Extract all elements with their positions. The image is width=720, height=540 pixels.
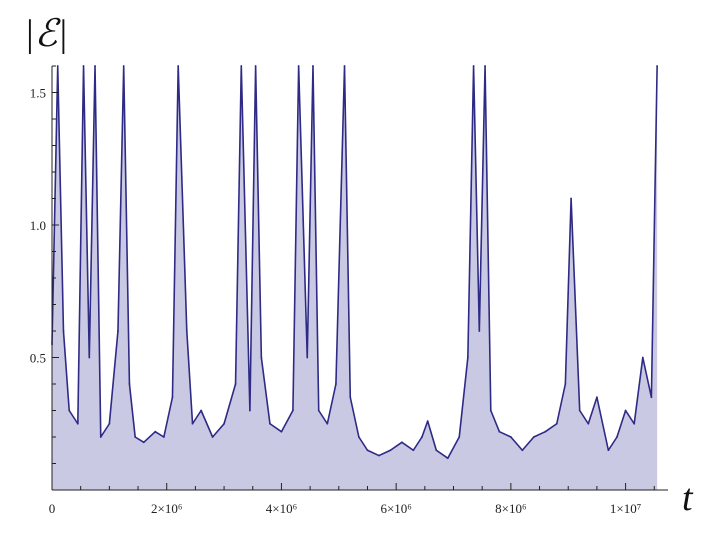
x-tick-label: 8×10⁶ — [495, 501, 526, 516]
data-point — [142, 441, 145, 444]
data-point — [555, 422, 558, 425]
data-point — [200, 409, 203, 412]
data-point — [484, 65, 486, 67]
data-point — [108, 422, 111, 425]
data-point — [335, 383, 337, 385]
series-0-line — [51, 65, 658, 460]
data-point — [162, 436, 165, 438]
data-point — [312, 65, 314, 67]
data-point — [117, 330, 119, 332]
data-point — [211, 436, 214, 438]
data-point — [260, 356, 263, 359]
data-point — [88, 356, 91, 359]
data-point — [412, 449, 415, 452]
data-point — [472, 65, 475, 67]
data-point — [191, 422, 194, 425]
data-point — [435, 449, 438, 452]
data-point — [570, 197, 572, 200]
data-point — [306, 356, 309, 359]
data-point — [489, 409, 492, 412]
data-point — [458, 436, 461, 438]
data-point — [326, 422, 329, 425]
data-point — [171, 396, 174, 399]
data-point — [94, 65, 96, 67]
data-point — [292, 409, 294, 412]
data-point — [343, 65, 346, 67]
x-tick-label: 2×10⁶ — [151, 501, 182, 516]
data-point — [99, 436, 102, 438]
data-point — [56, 65, 59, 67]
data-point — [378, 454, 380, 457]
data-point — [349, 396, 352, 399]
data-point — [68, 409, 71, 412]
data-point — [564, 383, 567, 385]
data-point — [587, 422, 590, 425]
x-tick-label: 1×10⁷ — [610, 501, 641, 516]
data-point — [297, 65, 300, 67]
y-axis-title: |ℰ| — [24, 13, 68, 55]
data-point — [633, 422, 636, 425]
data-point — [446, 457, 449, 460]
series-layer — [51, 65, 659, 490]
data-point — [532, 436, 535, 438]
labels-layer: 0 2×10⁶ 4×10⁶ 6×10⁶ 8×10⁶ 1×10⁷ 0.5 1.0 1.5 — [30, 86, 642, 517]
data-point — [62, 330, 65, 332]
data-point — [578, 409, 581, 412]
data-point — [624, 409, 627, 412]
data-point — [234, 383, 237, 385]
y-tick-label: 0.5 — [30, 351, 46, 366]
data-point — [82, 65, 85, 67]
data-point — [366, 449, 369, 452]
data-point — [509, 436, 512, 438]
data-point — [254, 65, 257, 67]
data-point — [616, 436, 618, 438]
y-tick-label: 1.0 — [30, 218, 46, 233]
data-point — [240, 65, 243, 67]
data-point — [269, 422, 271, 425]
x-tick-label: 0 — [49, 501, 56, 516]
series-0-area — [52, 66, 658, 490]
data-point — [421, 436, 423, 438]
data-point — [177, 65, 180, 67]
data-point — [280, 430, 283, 433]
data-point — [357, 436, 360, 438]
data-point — [185, 330, 188, 332]
data-point — [400, 441, 403, 444]
y-tick-label: 1.5 — [30, 86, 46, 101]
data-point — [607, 449, 610, 452]
data-point — [248, 409, 251, 412]
data-point — [223, 422, 225, 425]
data-point — [521, 449, 524, 452]
data-point — [426, 420, 429, 422]
data-point — [154, 430, 157, 433]
data-point — [596, 396, 598, 399]
data-point — [466, 356, 469, 359]
data-point — [128, 383, 131, 385]
data-point — [134, 436, 137, 438]
data-point — [498, 430, 501, 433]
data-point — [544, 430, 547, 433]
data-point — [650, 396, 653, 399]
data-point — [641, 356, 644, 359]
x-tick-label: 6×10⁶ — [380, 501, 411, 516]
data-point — [389, 449, 392, 452]
data-point — [317, 409, 320, 412]
data-point — [478, 330, 481, 332]
data-point — [76, 422, 79, 425]
x-tick-label: 4×10⁶ — [266, 501, 297, 516]
x-axis-title: t — [682, 477, 694, 519]
data-point — [656, 65, 659, 67]
axes-layer — [51, 65, 668, 491]
data-point — [122, 65, 125, 67]
